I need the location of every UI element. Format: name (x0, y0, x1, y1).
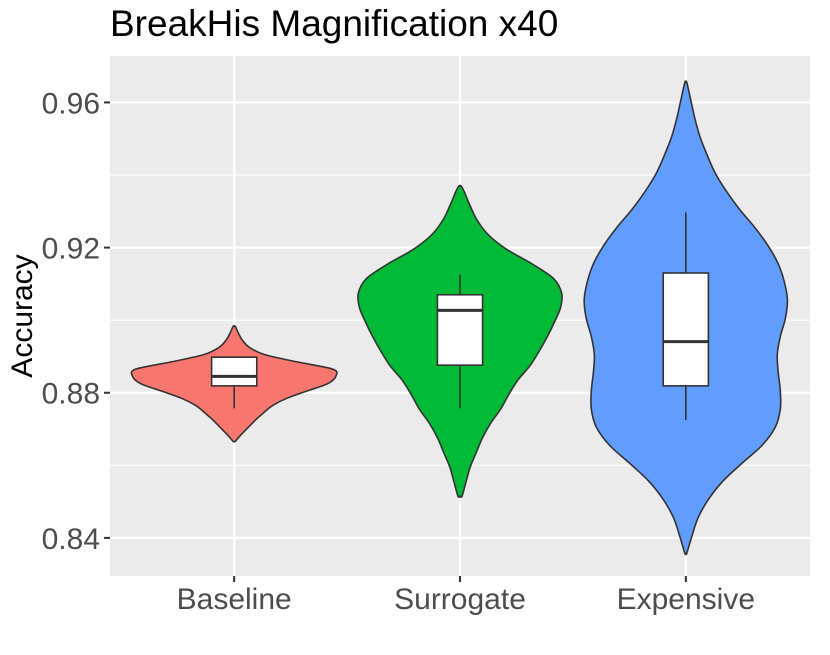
y-tick-label: 0.84 (42, 523, 100, 556)
y-tick-label: 0.92 (42, 233, 100, 266)
y-axis-label: Accuracy (6, 254, 39, 377)
x-tick-label: Expensive (617, 583, 755, 616)
x-tick-label: Surrogate (394, 583, 526, 616)
box-expensive (662, 272, 710, 387)
boxplots (210, 212, 710, 420)
y-axis: 0.84 0.88 0.92 0.96 (42, 87, 110, 556)
x-axis: Baseline Surrogate Expensive (177, 576, 755, 616)
chart-title: BreakHis Magnification x40 (110, 3, 558, 44)
y-tick-label: 0.88 (42, 378, 100, 411)
box-baseline (210, 356, 258, 387)
box-surrogate (436, 293, 484, 366)
y-tick-label: 0.96 (42, 87, 100, 120)
x-tick-label: Baseline (177, 583, 292, 616)
